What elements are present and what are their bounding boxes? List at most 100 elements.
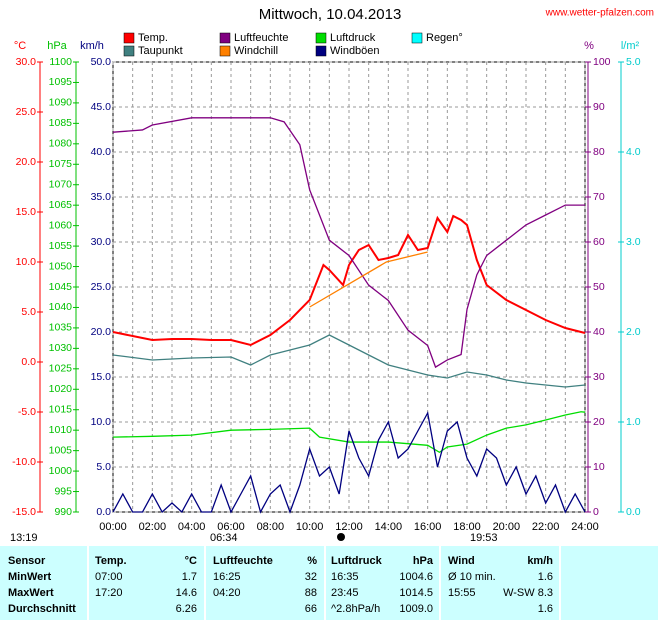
y-tick-label: 1030	[49, 342, 73, 354]
legend-swatch	[123, 45, 135, 57]
table-cell: 15:55	[448, 587, 476, 599]
table-cell: 07:00	[95, 571, 123, 583]
y-tick-label: 1090	[49, 97, 73, 109]
table-cell: 66	[305, 603, 317, 615]
y-tick-label: 1.0	[626, 416, 641, 428]
y-tick-label: 25.0	[16, 106, 37, 118]
y-tick-label: 1065	[49, 199, 73, 211]
y-tick-label: 100	[593, 56, 611, 68]
y-tick-label: 25.0	[91, 281, 112, 293]
table-cell: 1004.6	[399, 571, 433, 583]
y-tick-label: 1035	[49, 322, 73, 334]
y-tick-label: 1005	[49, 444, 73, 456]
x-tick-label: 18:00	[453, 521, 481, 533]
legend-swatch	[219, 45, 231, 57]
x-tick-label: 14:00	[375, 521, 403, 533]
table-cell: Ø 10 min.	[448, 571, 496, 583]
x-tick-label: 22:00	[532, 521, 560, 533]
y-tick-label: 60	[593, 236, 605, 248]
x-tick-label: 12:00	[335, 521, 363, 533]
series-line	[112, 411, 586, 514]
y-tick-label: 0	[593, 506, 599, 518]
axis-title: hPa	[47, 40, 67, 52]
legend-swatch	[315, 45, 327, 57]
table-cell: 04:20	[213, 587, 241, 599]
y-tick-label: 40.0	[91, 146, 112, 158]
astro-label: 06:34	[210, 532, 238, 544]
source: www.wetter-pfalzen.com	[545, 8, 654, 19]
astro-label: 19:53	[470, 532, 498, 544]
y-tick-label: 30	[593, 371, 605, 383]
y-tick-label: 10	[593, 461, 605, 473]
table-cell: 1.6	[538, 571, 553, 583]
legend-label: Regen°	[426, 32, 463, 44]
y-tick-label: 10.0	[16, 256, 37, 268]
table-header: Sensor	[8, 555, 46, 567]
astro-label: 13:19	[10, 532, 38, 544]
table-cell: 17:20	[95, 587, 123, 599]
table-header: Luftfeuchte	[213, 555, 273, 567]
y-tick-label: 50	[593, 281, 605, 293]
series-line	[112, 117, 585, 369]
table-cell: ^2.8hPa/h	[331, 603, 380, 615]
x-tick-label: 02:00	[139, 521, 167, 533]
table-header: Temp.	[95, 555, 127, 567]
x-tick-label: 06:00	[217, 521, 245, 533]
y-tick-label: 1015	[49, 404, 73, 416]
y-tick-label: 20	[593, 416, 605, 428]
y-tick-label: 30.0	[16, 56, 37, 68]
table-header: hPa	[413, 555, 434, 567]
table-cell: Durchschnitt	[8, 603, 76, 615]
y-tick-label: 15.0	[91, 371, 112, 383]
y-tick-label: 1050	[49, 260, 73, 272]
y-tick-label: 1080	[49, 138, 73, 150]
y-tick-label: 1075	[49, 158, 73, 170]
y-tick-label: 2.0	[626, 326, 641, 338]
table-cell: 88	[305, 587, 317, 599]
y-tick-label: 35.0	[91, 191, 112, 203]
y-tick-label: 1085	[49, 117, 73, 129]
legend-label: Windchill	[234, 45, 278, 57]
table-header: Luftdruck	[331, 555, 383, 567]
legend-label: Taupunkt	[138, 45, 183, 57]
y-tick-label: 1040	[49, 301, 73, 313]
y-tick-label: 45.0	[91, 101, 112, 113]
table-cell: 1.6	[538, 603, 553, 615]
y-tick-label: 1045	[49, 281, 73, 293]
y-tick-label: -15.0	[12, 506, 36, 518]
x-tick-label: 00:00	[99, 521, 127, 533]
legend-swatch	[123, 32, 135, 44]
axis-title: km/h	[80, 40, 104, 52]
table-cell: 1009.0	[399, 603, 433, 615]
y-tick-label: 30.0	[91, 236, 112, 248]
y-tick-label: 1100	[49, 56, 72, 68]
axis-title: l/m²	[621, 40, 640, 52]
table-cell: W-SW 8.3	[503, 587, 553, 599]
y-tick-label: 1025	[49, 363, 73, 375]
y-tick-label: 1095	[49, 76, 73, 88]
y-tick-label: 20.0	[91, 326, 112, 338]
y-tick-label: 995	[54, 485, 72, 497]
y-tick-label: 5.0	[626, 56, 641, 68]
x-tick-label: 08:00	[257, 521, 285, 533]
legend-label: Windböen	[330, 45, 380, 57]
y-tick-label: 15.0	[16, 206, 37, 218]
y-tick-label: 10.0	[91, 416, 112, 428]
y-tick-label: 1060	[49, 219, 73, 231]
y-tick-label: 90	[593, 101, 605, 113]
table-header: °C	[185, 555, 197, 567]
table-bg	[0, 546, 658, 620]
chart-title: Mittwoch, 10.04.2013	[259, 6, 402, 23]
y-tick-label: 80	[593, 146, 605, 158]
y-tick-label: 20.0	[16, 156, 37, 168]
y-tick-label: 0.0	[96, 506, 111, 518]
y-tick-label: 1010	[49, 424, 73, 436]
table-cell: 1.7	[182, 571, 197, 583]
y-tick-label: 4.0	[626, 146, 641, 158]
table-cell: 16:35	[331, 571, 359, 583]
x-tick-label: 10:00	[296, 521, 324, 533]
legend-swatch	[315, 32, 327, 44]
table-cell: 14.6	[176, 587, 197, 599]
y-tick-label: -10.0	[12, 456, 36, 468]
legend-label: Temp.	[138, 32, 168, 44]
